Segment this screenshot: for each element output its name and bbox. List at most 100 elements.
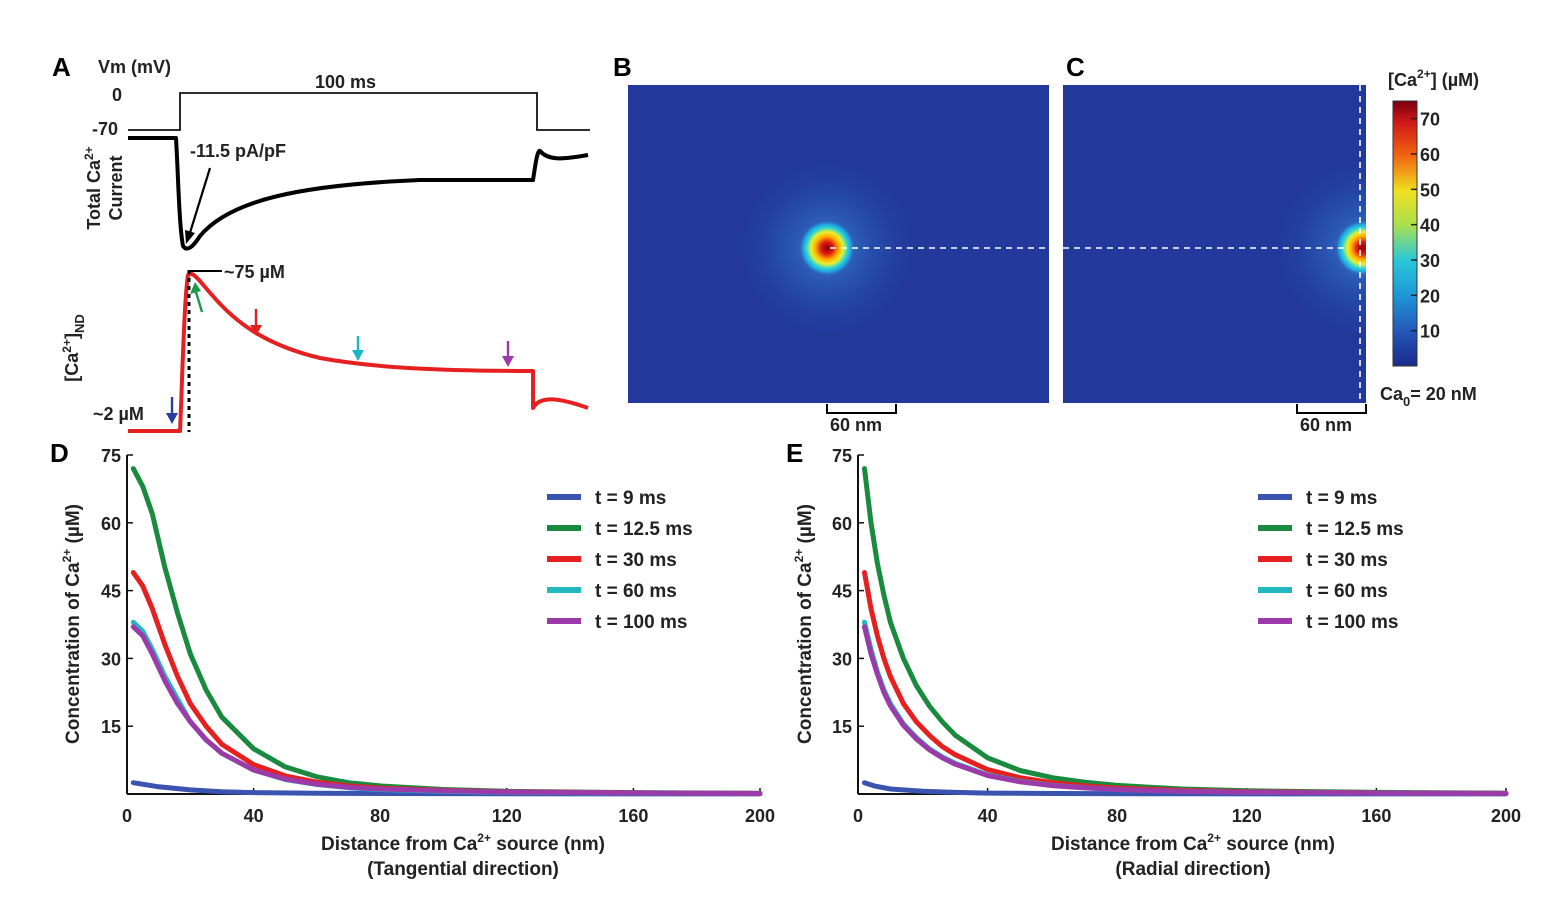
y-tick-label: 15 xyxy=(101,717,121,737)
plot-d: 15 30 45 60 75 0 40 80 120 160 200 t = 9 ms t = 12.5… xyxy=(101,446,775,826)
legend-label: t = 30 ms xyxy=(595,550,677,571)
current-trace xyxy=(128,136,589,251)
arrow-t30 xyxy=(250,309,262,336)
x-tick-label: 200 xyxy=(1491,806,1521,826)
colorbar-ticks: 70 60 50 40 30 20 10 xyxy=(1411,110,1440,342)
xlabel-e-line2: (Radial direction) xyxy=(1115,859,1270,880)
panel-label-a: A xyxy=(52,52,71,82)
ylabel-e: Concentration of Ca2+ (µM) xyxy=(792,504,816,744)
legend-label: t = 12.5 ms xyxy=(595,519,693,540)
x-tick-label: 80 xyxy=(370,806,390,826)
series-line-3 xyxy=(862,570,1509,796)
panel-c: C 60 nm xyxy=(1063,52,1367,435)
plot-e: 15 30 45 60 75 0 40 80 120 160 200 t = 9 ms t = 12.5… xyxy=(832,446,1521,826)
panel-label-d: D xyxy=(50,438,69,468)
panel-a: A Vm (mV) 0 -70 100 ms Total Ca2+ Curren… xyxy=(52,52,590,433)
x-tick-label: 40 xyxy=(244,806,264,826)
peak-conc-label: ~75 µM xyxy=(224,262,285,282)
voltage-step-trace xyxy=(128,92,590,131)
y-tick-label: 60 xyxy=(101,514,121,534)
panel-e: E Concentration of Ca2+ (µM) 15 30 45 60 75 0… xyxy=(786,438,1521,880)
y-tick-label: 75 xyxy=(832,446,852,466)
x-tick-label: 0 xyxy=(853,806,863,826)
legend-label: t = 100 ms xyxy=(595,612,687,633)
peak-current-pointer xyxy=(187,167,212,237)
series-line-2 xyxy=(862,466,1509,796)
svg-text:Current: Current xyxy=(106,155,126,220)
x-tick-label: 160 xyxy=(1361,806,1391,826)
legend-label: t = 60 ms xyxy=(595,581,677,602)
colorbar-tick-label: 70 xyxy=(1420,110,1440,130)
arrow-t60 xyxy=(352,336,364,361)
x-tick-label: 0 xyxy=(122,806,132,826)
y-tick-label: 45 xyxy=(101,582,121,602)
xlabel-d-line2: (Tangential direction) xyxy=(367,859,559,880)
heatmap-b-hotspot xyxy=(799,220,855,276)
y-tick-label: 30 xyxy=(101,649,121,669)
base-conc-label: ~2 µM xyxy=(93,404,144,424)
arrow-t12-5 xyxy=(190,282,204,313)
scale-bar-b xyxy=(826,404,897,414)
xlabel-e: Distance from Ca2+ source (nm) xyxy=(1051,831,1335,855)
x-tick-label: 200 xyxy=(745,806,775,826)
svg-text:Concentration of Ca2+ (µM): Concentration of Ca2+ (µM) xyxy=(792,504,816,744)
legend-label: t = 9 ms xyxy=(1306,488,1377,509)
colorbar-title: [Ca2+] (µM) xyxy=(1388,67,1479,90)
scale-label-c: 60 nm xyxy=(1300,415,1352,435)
x-tick-label: 120 xyxy=(1232,806,1262,826)
panel-label-b: B xyxy=(613,52,632,82)
legend-label: t = 30 ms xyxy=(1306,550,1388,571)
arrow-t9 xyxy=(166,397,178,424)
series-line-5 xyxy=(862,624,1509,796)
legend-label: t = 100 ms xyxy=(1306,612,1398,633)
legend-label: t = 60 ms xyxy=(1306,581,1388,602)
v-rest-label: -70 xyxy=(92,119,118,139)
colorbar-tick-label: 50 xyxy=(1420,180,1440,200)
panel-d: D Concentration of Ca2+ (µM) 15 30 45 60 75 0… xyxy=(50,438,775,880)
duration-label: 100 ms xyxy=(315,72,376,92)
nd-concentration-trace xyxy=(128,271,589,433)
current-axis-label: Total Ca2+ Current xyxy=(82,146,126,229)
legend-label: t = 12.5 ms xyxy=(1306,519,1404,540)
series-line-3 xyxy=(130,570,763,796)
colorbar: [Ca2+] (µM) 70 60 50 40 30 20 10 Ca0= 20 nM xyxy=(1380,67,1479,409)
peak-current-label: -11.5 pA/pF xyxy=(190,141,286,161)
series-line-1 xyxy=(862,780,1509,797)
panel-label-c: C xyxy=(1066,52,1085,82)
series-line-4 xyxy=(130,619,763,796)
colorbar-tick-label: 20 xyxy=(1420,286,1440,306)
x-tick-label: 160 xyxy=(618,806,648,826)
y-tick-label: 30 xyxy=(832,649,852,669)
xlabel-d: Distance from Ca2+ source (nm) xyxy=(321,831,605,855)
heatmap-c-hotspot xyxy=(1335,220,1366,276)
arrow-t100 xyxy=(502,341,514,367)
peak-current-arrowhead xyxy=(185,230,195,244)
scale-label-b: 60 nm xyxy=(830,415,882,435)
v-zero-label: 0 xyxy=(112,85,122,105)
y-tick-label: 15 xyxy=(832,717,852,737)
svg-text:[Ca2+]ND: [Ca2+]ND xyxy=(60,314,87,381)
baseline-conc-label: Ca0= 20 nM xyxy=(1380,384,1477,409)
svg-text:Concentration of Ca2+ (µM): Concentration of Ca2+ (µM) xyxy=(60,504,84,744)
ylabel-d: Concentration of Ca2+ (µM) xyxy=(60,504,84,744)
x-tick-label: 120 xyxy=(492,806,522,826)
x-tick-label: 40 xyxy=(978,806,998,826)
series-line-5 xyxy=(130,624,763,796)
legend-label: t = 9 ms xyxy=(595,488,666,509)
colorbar-tick-label: 40 xyxy=(1420,216,1440,236)
nd-axis-label: [Ca2+]ND xyxy=(60,314,87,381)
y-tick-label: 75 xyxy=(101,446,121,466)
vm-label: Vm (mV) xyxy=(98,57,171,77)
colorbar-tick-label: 30 xyxy=(1420,251,1440,271)
colorbar-tick-label: 10 xyxy=(1420,322,1440,342)
panel-label-e: E xyxy=(786,438,803,468)
scale-bar-c xyxy=(1296,404,1367,414)
x-tick-label: 80 xyxy=(1107,806,1127,826)
svg-text:Total Ca2+: Total Ca2+ xyxy=(82,146,104,229)
y-tick-label: 60 xyxy=(832,514,852,534)
colorbar-gradient xyxy=(1392,100,1418,367)
y-tick-label: 45 xyxy=(832,582,852,602)
colorbar-tick-label: 60 xyxy=(1420,145,1440,165)
panel-b: B 60 nm xyxy=(613,52,1049,435)
